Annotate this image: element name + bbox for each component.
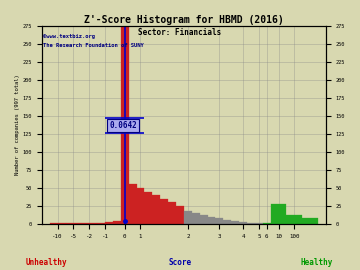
Bar — [144, 192, 152, 224]
Bar — [223, 220, 231, 224]
Bar — [215, 218, 223, 224]
Text: Score: Score — [168, 258, 192, 266]
Bar — [247, 223, 255, 224]
Bar — [255, 223, 263, 224]
Bar — [176, 206, 184, 224]
Text: 0.0642: 0.0642 — [109, 121, 137, 130]
Title: Z'-Score Histogram for HBMD (2016): Z'-Score Histogram for HBMD (2016) — [84, 15, 284, 25]
Text: Healthy: Healthy — [301, 258, 333, 266]
Text: Unhealthy: Unhealthy — [26, 258, 68, 266]
Bar — [105, 222, 113, 224]
Bar — [287, 215, 302, 224]
Bar — [50, 223, 66, 224]
Bar — [263, 223, 271, 224]
Text: Sector: Financials: Sector: Financials — [138, 28, 222, 37]
Bar — [192, 213, 200, 224]
Bar — [231, 221, 239, 224]
Bar — [136, 188, 144, 224]
Y-axis label: Number of companies (997 total): Number of companies (997 total) — [15, 75, 20, 175]
Bar — [152, 195, 160, 224]
Bar — [121, 26, 129, 224]
Bar — [239, 222, 247, 224]
Bar — [129, 184, 136, 224]
Bar — [168, 202, 176, 224]
Bar — [200, 215, 208, 224]
Bar — [302, 218, 318, 224]
Bar — [81, 223, 97, 224]
Bar — [271, 204, 287, 224]
Bar — [97, 223, 113, 224]
Bar — [160, 199, 168, 224]
Text: ©www.textbiz.org: ©www.textbiz.org — [44, 35, 95, 39]
Bar — [184, 211, 192, 224]
Bar — [66, 223, 81, 224]
Bar — [113, 221, 121, 224]
Bar — [208, 217, 215, 224]
Text: The Research Foundation of SUNY: The Research Foundation of SUNY — [44, 43, 144, 48]
